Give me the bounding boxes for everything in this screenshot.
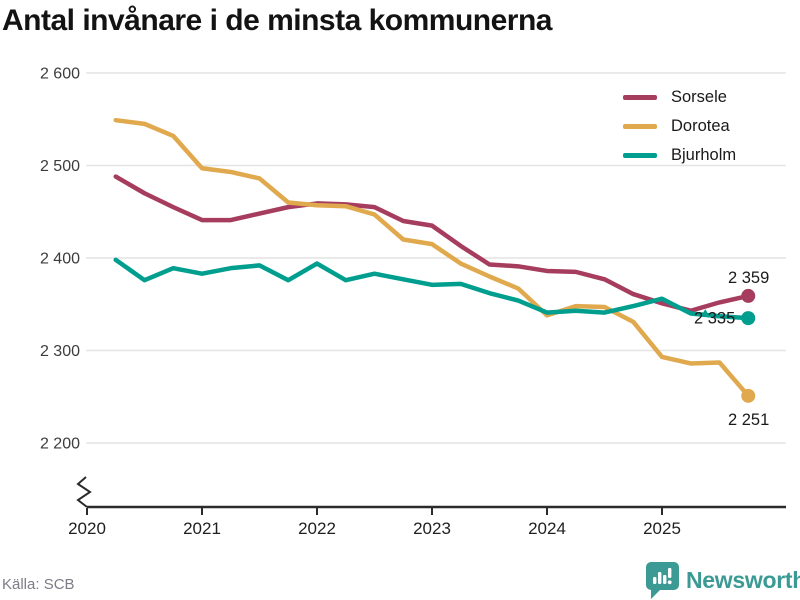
x-tick-label: 2022 xyxy=(298,519,336,538)
x-tick-label: 2020 xyxy=(68,519,106,538)
x-tick-label: 2024 xyxy=(528,519,566,538)
legend-label: Sorsele xyxy=(671,88,727,106)
series-end-dot-bjurholm xyxy=(741,311,756,326)
newsworthy-branding: Newsworthy xyxy=(645,560,800,600)
legend-swatch-sorsele xyxy=(623,95,657,100)
newsworthy-logo-text: Newsworthy xyxy=(686,566,800,593)
series-end-dot-dorotea xyxy=(741,388,756,403)
end-value-label-bjurholm: 2 335 xyxy=(694,310,735,328)
end-value-label-dorotea: 2 251 xyxy=(728,411,769,429)
legend-label: Dorotea xyxy=(671,117,730,135)
chart-title: Antal invånare i de minsta kommunerna xyxy=(2,4,553,37)
series-line-bjurholm xyxy=(113,257,751,321)
end-label-caret-bjurholm xyxy=(702,309,709,315)
legend-item-bjurholm: Bjurholm xyxy=(623,145,736,166)
legend-swatch-bjurholm xyxy=(623,153,657,158)
y-tick-label: 2 400 xyxy=(40,251,80,268)
legend-item-sorsele: Sorsele xyxy=(623,87,736,108)
legend-label: Bjurholm xyxy=(671,146,737,164)
y-tick-label: 2 600 xyxy=(40,66,80,83)
series-line-sorsele xyxy=(113,174,751,313)
x-tick-label: 2023 xyxy=(413,519,451,538)
y-tick-label: 2 200 xyxy=(40,436,80,453)
chart-legend: Sorsele Dorotea Bjurholm xyxy=(623,87,736,166)
series-line-dorotea xyxy=(113,117,751,399)
source-caption: Källa: SCB xyxy=(2,576,75,593)
y-tick-label: 2 300 xyxy=(40,343,80,360)
series-end-dot-sorsele xyxy=(741,288,756,303)
end-value-label-sorsele: 2 359 xyxy=(728,269,769,287)
y-tick-label: 2 500 xyxy=(40,158,80,175)
legend-item-dorotea: Dorotea xyxy=(623,116,736,137)
newsworthy-logo-icon xyxy=(646,562,679,599)
x-tick-label: 2021 xyxy=(183,519,221,538)
legend-swatch-dorotea xyxy=(623,124,657,129)
x-tick-label: 2025 xyxy=(643,519,681,538)
y-axis-break-icon xyxy=(76,476,92,508)
